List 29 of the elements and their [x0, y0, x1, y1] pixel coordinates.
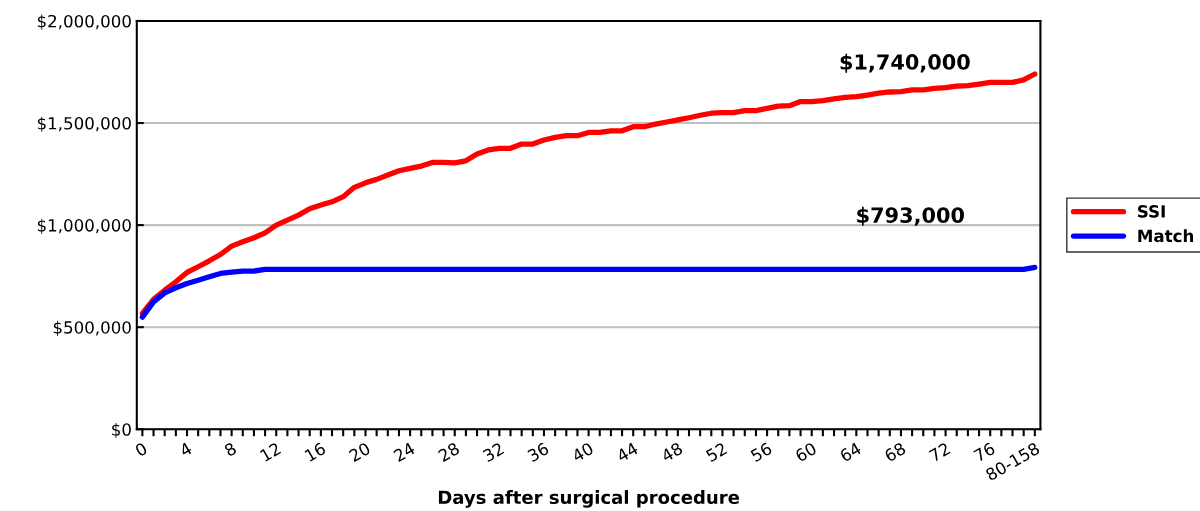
x-tick-label: 60: [794, 441, 818, 463]
x-axis-title: Days after surgical procedure: [438, 490, 740, 508]
annotation: $793,000: [857, 206, 964, 226]
x-tick-label: 64: [839, 441, 862, 463]
x-tick-label: 20: [348, 441, 371, 463]
x-tick-label: 0: [134, 441, 148, 457]
x-tick-label: 4: [178, 441, 193, 457]
x-tick-label: 68: [883, 441, 907, 463]
legend-label: SSI: [1138, 205, 1165, 218]
y-tick-label: $500,000: [53, 320, 131, 336]
x-tick-label: 12: [259, 442, 282, 462]
legend-label: Match: [1138, 229, 1194, 243]
x-tick-label: 24: [392, 441, 416, 463]
x-tick-label: 56: [749, 441, 773, 463]
x-tick-label: 44: [615, 441, 639, 463]
x-tick-label: 28: [437, 441, 461, 463]
y-tick-label: $2,000,000: [37, 14, 131, 30]
x-tick-label: 48: [660, 441, 684, 463]
annotation: $1,740,000: [840, 53, 970, 73]
x-tick-label: 40: [571, 441, 595, 463]
x-tick-label: 8: [223, 441, 238, 457]
x-tick-label: 36: [526, 441, 550, 463]
y-tick-label: $0: [112, 422, 131, 439]
y-tick-label: $1,000,000: [37, 218, 131, 234]
x-tick-label: 52: [705, 442, 728, 463]
x-tick-label: 16: [304, 441, 327, 462]
y-tick-label: $1,500,000: [37, 116, 131, 132]
x-tick-label: 32: [482, 442, 505, 463]
x-tick-label: 72: [928, 442, 951, 462]
